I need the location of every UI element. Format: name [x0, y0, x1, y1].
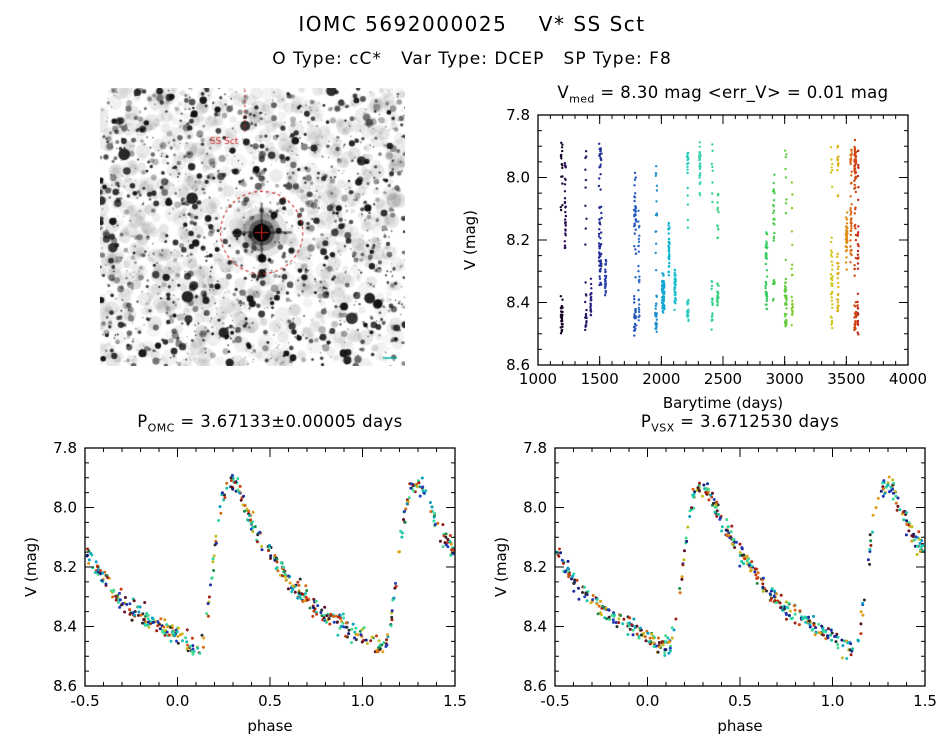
- svg-text:8.6: 8.6: [53, 677, 77, 695]
- title-subscript: VSX: [651, 421, 675, 435]
- svg-text:8.4: 8.4: [523, 618, 547, 636]
- svg-text:8.2: 8.2: [506, 231, 530, 249]
- svg-text:V (mag): V (mag): [461, 210, 479, 270]
- svg-text:1.5: 1.5: [443, 692, 467, 710]
- svg-text:V (mag): V (mag): [22, 537, 40, 597]
- svg-text:1000: 1000: [519, 370, 557, 388]
- svg-text:8.4: 8.4: [53, 618, 77, 636]
- omc-period-title: POMC = 3.67133±0.00005 days: [85, 412, 455, 436]
- vsx-period-title: PVSX = 3.6712530 days: [555, 412, 925, 436]
- title-symbol: P: [137, 412, 148, 431]
- svg-text:0.0: 0.0: [166, 692, 190, 710]
- svg-text:8.2: 8.2: [523, 558, 547, 576]
- svg-text:8.6: 8.6: [506, 356, 530, 374]
- svg-text:1.0: 1.0: [821, 692, 845, 710]
- svg-text:1500: 1500: [581, 370, 619, 388]
- title-value: = 3.67133±0.00005 days: [174, 412, 403, 431]
- time-series-plot: Vmed = 8.30 mag <err_V> = 0.01 mag 1000 1…: [455, 83, 944, 428]
- time-series-axes: 1000 1500 2000 2500 3000 3500 4000 7.8 8.0 8.2 8.4…: [461, 107, 927, 412]
- time-series-title: Vmed = 8.30 mag <err_V> = 0.01 mag: [538, 83, 908, 107]
- object-type-subtitle: O Type: cC* Var Type: DCEP SP Type: F8: [272, 49, 672, 69]
- svg-text:4000: 4000: [889, 370, 927, 388]
- svg-text:0.5: 0.5: [728, 692, 752, 710]
- svg-text:phase: phase: [717, 717, 762, 735]
- omc-phase-axes: -0.5 0.0 0.5 1.0 1.5 7.8 8.0 8.2 8.4 8.6 phase V (m…: [22, 439, 467, 735]
- svg-text:0.5: 0.5: [258, 692, 282, 710]
- svg-text:Barytime (days): Barytime (days): [663, 394, 783, 412]
- vsx-phase-axes: -0.5 0.0 0.5 1.0 1.5 7.8 8.0 8.2 8.4 8.6 phase V (m…: [492, 439, 937, 735]
- svg-text:8.0: 8.0: [506, 169, 530, 187]
- svg-text:-0.5: -0.5: [70, 692, 99, 710]
- page-title: IOMC 5692000025 V* SS Sct: [298, 12, 646, 36]
- svg-text:8.2: 8.2: [53, 558, 77, 576]
- title-symbol: V: [557, 83, 570, 102]
- finder-chart-image: [100, 88, 405, 366]
- svg-text:3500: 3500: [827, 370, 865, 388]
- svg-text:7.8: 7.8: [506, 107, 530, 124]
- svg-text:V (mag): V (mag): [492, 537, 510, 597]
- svg-text:8.6: 8.6: [523, 677, 547, 695]
- title-subscript: med: [569, 92, 595, 106]
- svg-text:7.8: 7.8: [523, 439, 547, 457]
- title-subscript: OMC: [147, 421, 175, 435]
- svg-text:8.4: 8.4: [506, 294, 530, 312]
- phase-plot-vsx-period: PVSX = 3.6712530 days -0.5 0.0 0.5 1.0 1.5 7.…: [490, 412, 944, 744]
- svg-text:phase: phase: [247, 717, 292, 735]
- svg-text:3000: 3000: [766, 370, 804, 388]
- svg-text:0.0: 0.0: [636, 692, 660, 710]
- svg-text:7.8: 7.8: [53, 439, 77, 457]
- svg-text:2500: 2500: [704, 370, 742, 388]
- svg-text:1.5: 1.5: [913, 692, 937, 710]
- svg-text:1.0: 1.0: [351, 692, 375, 710]
- svg-text:8.0: 8.0: [523, 499, 547, 517]
- title-value: = 8.30 mag <err_V> = 0.01 mag: [594, 83, 889, 102]
- svg-text:-0.5: -0.5: [540, 692, 569, 710]
- svg-text:2000: 2000: [642, 370, 680, 388]
- svg-text:8.0: 8.0: [53, 499, 77, 517]
- title-value: = 3.6712530 days: [674, 412, 840, 431]
- phase-plot-omc-period: POMC = 3.67133±0.00005 days -0.5 0.0 0.5 1.…: [20, 412, 490, 744]
- title-symbol: P: [640, 412, 652, 431]
